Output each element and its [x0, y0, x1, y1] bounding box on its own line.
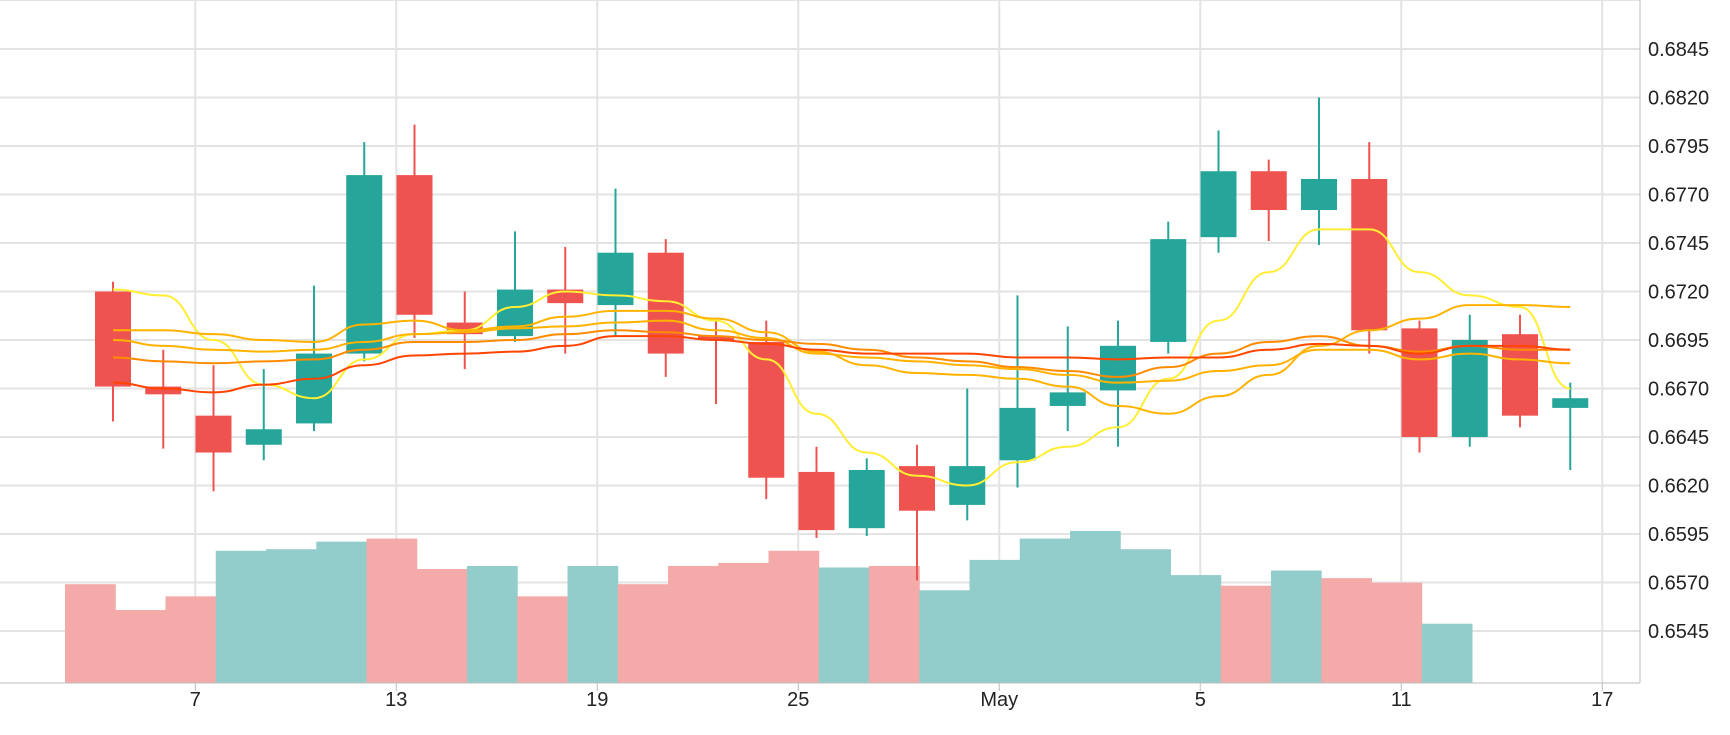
volume-bar [65, 584, 116, 683]
moving-average-line [112, 228, 1571, 487]
candle-body [1401, 328, 1438, 437]
x-tick-label: 13 [385, 689, 407, 711]
candle-body [1502, 334, 1538, 416]
x-tick-label: 7 [190, 689, 201, 711]
volume-bars [65, 531, 1473, 683]
candle-body [245, 429, 282, 445]
volume-bar [969, 559, 1021, 683]
x-tick-label: 5 [1195, 689, 1206, 711]
x-tick-label: 25 [787, 689, 809, 711]
volume-bar [1421, 623, 1473, 683]
volume-bar [869, 565, 920, 683]
volume-bar [1220, 585, 1272, 683]
volume-bar [467, 565, 518, 683]
x-axis-ticks: 7 13 19 25 May 5 11 17 [190, 683, 1613, 711]
moving-average-line [112, 335, 1571, 394]
axes [0, 0, 1641, 684]
y-tick-label: 0.6720 [1648, 282, 1709, 304]
volume-bar [1070, 531, 1121, 683]
candle-body [1451, 340, 1488, 437]
x-tick-label: May [980, 689, 1018, 711]
y-tick-label: 0.6795 [1648, 136, 1709, 158]
volume-bar [215, 550, 267, 683]
candle-body [999, 407, 1036, 461]
volume-bar [768, 550, 820, 683]
candle-body [446, 322, 483, 335]
candle-body [748, 341, 785, 478]
candle-body [698, 336, 734, 340]
candle-body [848, 469, 885, 529]
y-tick-label: 0.6670 [1648, 379, 1709, 401]
y-tick-label: 0.6595 [1648, 524, 1709, 546]
grid [0, 0, 1640, 683]
volume-bar [517, 596, 568, 683]
candle-body [798, 471, 835, 531]
candle-body [1351, 178, 1388, 331]
moving-average-line [113, 304, 1571, 415]
volume-bar [1120, 549, 1171, 683]
candle-body [1100, 345, 1136, 391]
x-tick-label: 19 [586, 689, 608, 711]
candle-body [1250, 171, 1287, 211]
candle-body [195, 415, 232, 453]
y-tick-label: 0.6545 [1648, 621, 1709, 643]
candle-body [396, 175, 433, 315]
volume-bar [366, 538, 418, 683]
y-tick-label: 0.6820 [1648, 88, 1709, 110]
volume-bar [266, 549, 317, 683]
y-axis-ticks: 0.6545 0.6570 0.6595 0.6620 0.6645 0.6670 0.66… [1648, 39, 1709, 643]
x-tick-label: 11 [1391, 689, 1412, 711]
x-tick-label: 17 [1591, 689, 1613, 711]
volume-bar [668, 565, 719, 683]
candle-body [1200, 171, 1237, 238]
volume-bar [165, 596, 217, 683]
y-tick-label: 0.6645 [1648, 427, 1709, 449]
y-tick-label: 0.6695 [1648, 330, 1709, 352]
y-tick-label: 0.6745 [1648, 233, 1709, 255]
volume-bar [1321, 578, 1372, 683]
volume-bar [1170, 575, 1222, 683]
candle-body [1049, 392, 1086, 406]
y-tick-label: 0.6620 [1648, 476, 1709, 498]
candle-body [1552, 398, 1589, 408]
volume-bar [567, 565, 619, 683]
y-tick-label: 0.6770 [1648, 185, 1709, 207]
volume-bar [919, 590, 970, 683]
moving-average-lines [112, 228, 1571, 487]
candles [95, 97, 1589, 581]
volume-bar [1271, 570, 1322, 683]
candle-body [1150, 239, 1187, 342]
volume-bar [1019, 538, 1071, 683]
y-tick-label: 0.6845 [1648, 39, 1709, 61]
y-tick-label: 0.6570 [1648, 573, 1709, 595]
volume-bar [1371, 582, 1423, 683]
volume-bar [818, 567, 870, 683]
moving-average-line [112, 329, 1571, 378]
moving-average-line [112, 319, 1571, 384]
volume-bar [617, 584, 669, 683]
candle-body [1301, 178, 1337, 211]
volume-bar [718, 562, 769, 683]
candle-body [296, 353, 332, 424]
volume-bar [316, 541, 367, 683]
volume-bar [115, 610, 166, 683]
volume-bar [416, 569, 468, 683]
candle-body [145, 386, 182, 395]
candle-body [597, 252, 634, 306]
